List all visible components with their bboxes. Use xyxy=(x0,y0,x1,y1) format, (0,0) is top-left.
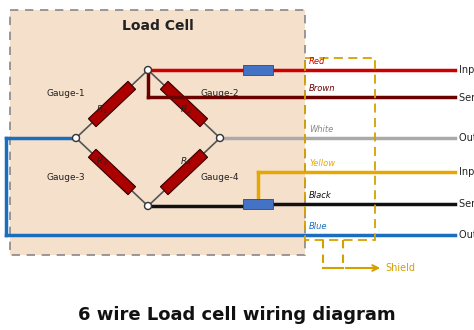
Text: Black: Black xyxy=(309,191,332,200)
Circle shape xyxy=(217,135,224,142)
Text: Brown: Brown xyxy=(309,84,336,93)
Text: Yellow: Yellow xyxy=(309,159,335,168)
Text: Output (+): Output (+) xyxy=(459,230,474,240)
Text: Gauge-1: Gauge-1 xyxy=(46,89,85,98)
Text: Gauge-4: Gauge-4 xyxy=(201,173,239,182)
Text: Gauge-2: Gauge-2 xyxy=(201,89,239,98)
Text: Gauge-3: Gauge-3 xyxy=(46,173,85,182)
Circle shape xyxy=(145,203,152,210)
Text: $R_2$: $R_2$ xyxy=(180,103,192,115)
Text: Input (+): Input (+) xyxy=(459,65,474,75)
Text: White: White xyxy=(309,125,333,134)
Text: $R_3$: $R_3$ xyxy=(96,155,108,168)
Text: $R_4$: $R_4$ xyxy=(180,155,192,168)
Text: $R_1$: $R_1$ xyxy=(96,103,108,115)
Text: Red: Red xyxy=(309,57,325,66)
Circle shape xyxy=(145,67,152,74)
Bar xyxy=(243,65,273,75)
Text: Shield: Shield xyxy=(385,263,415,273)
FancyBboxPatch shape xyxy=(10,10,305,255)
Text: Output (-): Output (-) xyxy=(459,133,474,143)
Text: Sense (-): Sense (-) xyxy=(459,199,474,209)
Bar xyxy=(89,81,136,127)
Text: Blue: Blue xyxy=(309,222,328,231)
Bar xyxy=(160,81,208,127)
Bar xyxy=(243,199,273,209)
Text: Input (-): Input (-) xyxy=(459,167,474,177)
Bar xyxy=(160,149,208,195)
Circle shape xyxy=(73,135,80,142)
Text: 6 wire Load cell wiring diagram: 6 wire Load cell wiring diagram xyxy=(78,306,396,324)
Text: Load Cell: Load Cell xyxy=(122,19,193,33)
Bar xyxy=(89,149,136,195)
Text: Sense (+): Sense (+) xyxy=(459,92,474,102)
